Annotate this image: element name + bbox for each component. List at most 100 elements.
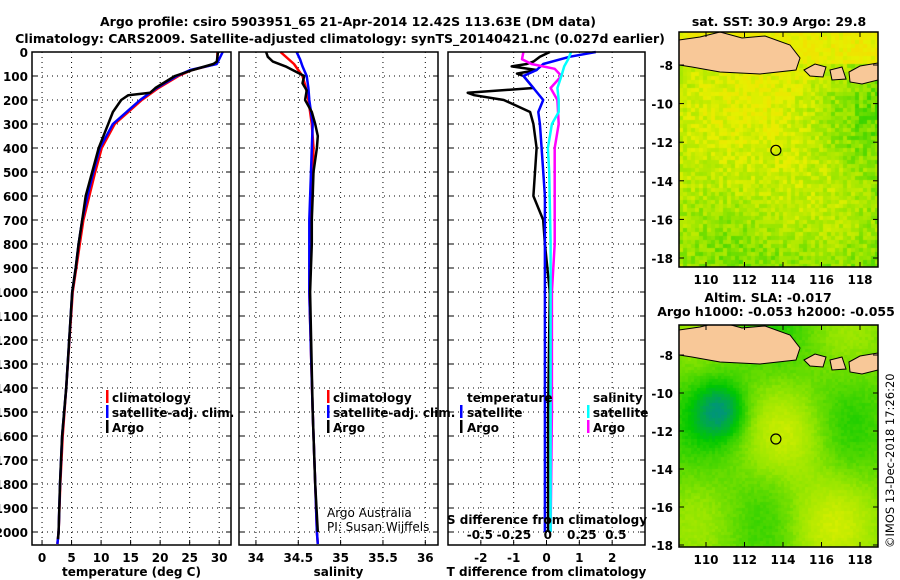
land-polygon <box>803 353 827 368</box>
x-tick-label: 0 <box>542 551 550 565</box>
depth-tick-label: 900 <box>3 262 28 276</box>
credit-pi: PI: Susan Wijffels <box>327 520 429 534</box>
map-frame <box>678 324 879 548</box>
legend-label: satellite-adj. clim. <box>112 406 234 420</box>
legend-label: Argo <box>593 421 625 435</box>
land-polygon <box>803 63 827 78</box>
depth-tick-label: 700 <box>3 214 28 228</box>
x2-tick-label: 0 <box>544 528 552 542</box>
float-position-marker <box>770 433 782 445</box>
lat-tick-label: -10 <box>651 387 673 401</box>
imos-watermark: ©IMOS 13-Dec-2018 17:26:20 <box>883 373 897 548</box>
lat-tick-label: -12 <box>651 136 673 150</box>
depth-tick-label: 1300 <box>0 358 28 372</box>
land-polygon <box>679 32 801 75</box>
x-tick-label: 35.5 <box>368 551 398 565</box>
x-tick-label: 5 <box>67 551 75 565</box>
lon-tick-label: 112 <box>732 553 757 567</box>
lat-tick-label: -12 <box>651 425 673 439</box>
x-tick-label: 1 <box>575 551 583 565</box>
x2-axis-label: S difference from climatology <box>447 513 647 527</box>
x-axis-label: T difference from climatology <box>447 565 647 579</box>
legend-label: Argo <box>112 421 144 435</box>
depth-tick-label: 1500 <box>0 406 28 420</box>
panel-temperature-profile: 0100200300400500600700800900100011001200… <box>0 46 234 579</box>
lon-tick-label: 118 <box>847 273 872 287</box>
lon-tick-label: 110 <box>693 553 718 567</box>
legend-swatch <box>327 390 330 403</box>
x-tick-label: 35 <box>332 551 349 565</box>
legend-swatch <box>587 405 590 418</box>
legend-label: climatology <box>333 391 412 405</box>
x2-tick-label: 0.5 <box>605 528 626 542</box>
panel-frame <box>31 51 232 546</box>
sla-map-subtitle: Argo h1000: -0.053 h2000: -0.055 <box>657 304 895 319</box>
lat-tick-label: -10 <box>651 98 673 112</box>
land-layer <box>679 32 878 85</box>
depth-tick-label: 1800 <box>0 478 28 492</box>
lon-tick-label: 114 <box>770 553 795 567</box>
x-tick-label: 34.5 <box>283 551 313 565</box>
legend-heading-salinity: salinity <box>593 391 643 405</box>
land-layer <box>679 325 878 375</box>
x-tick-label: 15 <box>122 551 139 565</box>
x-axis-label: salinity <box>314 565 364 579</box>
lat-tick-label: -8 <box>660 59 673 73</box>
lat-tick-label: -16 <box>651 213 673 227</box>
legend-label: satellite <box>467 406 522 420</box>
legend-label: satellite-adj. clim. <box>333 406 455 420</box>
panel-frame <box>238 51 439 546</box>
sla-map-title: Altim. SLA: -0.017 <box>704 290 831 305</box>
depth-tick-label: 1600 <box>0 430 28 444</box>
panel-difference-from-climatology: -2 -1 0 1 2T difference from climatology temp… <box>447 50 648 579</box>
figure-title-line1: Argo profile: csiro 5903951_65 21-Apr-20… <box>100 14 596 30</box>
x-tick-label: 34 <box>248 551 265 565</box>
legend-label: satellite <box>593 406 648 420</box>
x-tick-label: 20 <box>152 551 169 565</box>
depth-tick-label: 0 <box>20 46 28 60</box>
depth-tick-label: 1100 <box>0 310 28 324</box>
map-frame <box>678 31 879 268</box>
x2-tick-label: -0.25 <box>497 528 532 542</box>
lon-tick-label: 116 <box>809 553 834 567</box>
x2-tick-label: 0.25 <box>567 528 597 542</box>
x-tick-label: 10 <box>93 551 110 565</box>
x-tick-label: 2 <box>608 551 616 565</box>
legend-swatch <box>327 405 330 418</box>
legend-swatch <box>106 405 109 418</box>
depth-tick-label: 800 <box>3 238 28 252</box>
lat-tick-label: -14 <box>651 463 673 477</box>
legend-swatch <box>106 420 109 433</box>
lon-tick-label: 110 <box>693 273 718 287</box>
depth-tick-label: 2000 <box>0 526 28 540</box>
legend-swatch <box>460 420 463 433</box>
x-tick-label: -1 <box>507 551 520 565</box>
legend-swatch <box>106 390 109 403</box>
series-line-salinity-satellite <box>546 51 573 532</box>
lon-tick-label: 114 <box>770 273 795 287</box>
x-tick-label: -2 <box>474 551 487 565</box>
legend-label: Argo <box>333 421 365 435</box>
sla-map: 110 112 114 116 118 -8 -10 -12 -14 -16 -18 <box>651 324 879 567</box>
legend-heading-temperature: temperature <box>467 391 552 405</box>
sst-map: 110 112 114 116 118 -8 -10 -12 -14 -16 -18 <box>651 31 879 287</box>
series-line-Argo <box>56 51 220 540</box>
x-tick-label: 0 <box>38 551 46 565</box>
land-polygon <box>829 356 847 371</box>
float-position-marker <box>770 144 782 156</box>
legend-label: Argo <box>467 421 499 435</box>
land-polygon <box>848 352 878 375</box>
x-tick-label: 25 <box>181 551 198 565</box>
depth-tick-label: 1900 <box>0 502 28 516</box>
lat-tick-label: -14 <box>651 175 673 189</box>
legend-swatch <box>587 420 590 433</box>
depth-tick-label: 1200 <box>0 334 28 348</box>
depth-tick-label: 600 <box>3 190 28 204</box>
depth-tick-label: 300 <box>3 118 28 132</box>
panel-salinity-profile: 34 34.5 35 35.5 36 salinity climatologysatelli… <box>238 51 455 579</box>
legend-label: climatology <box>112 391 191 405</box>
sst-map-title: sat. SST: 30.9 Argo: 29.8 <box>692 14 866 29</box>
